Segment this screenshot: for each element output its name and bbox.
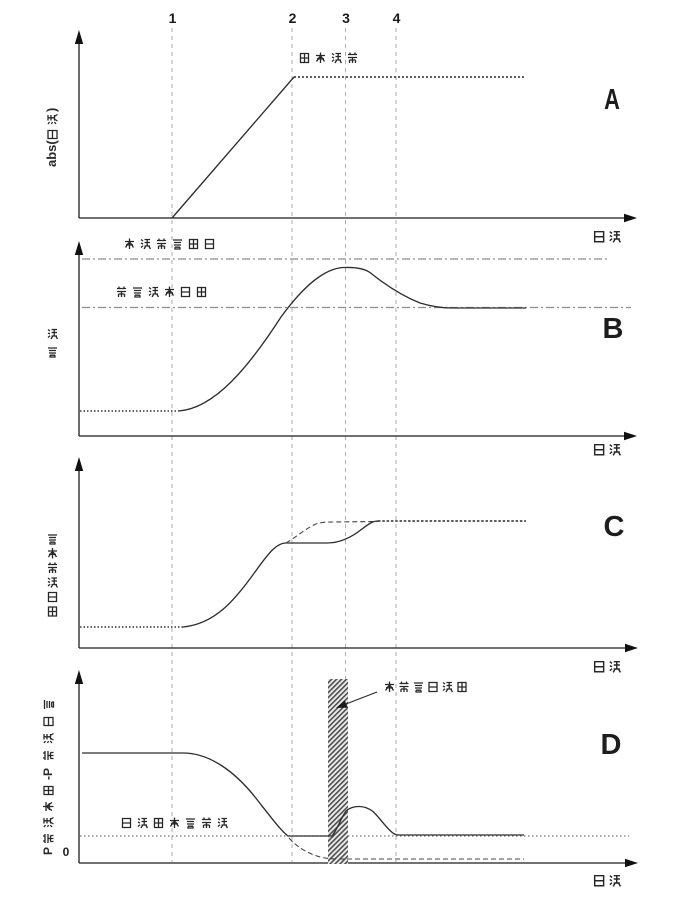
- svg-text:3: 3: [342, 10, 350, 26]
- svg-text:2: 2: [289, 10, 297, 26]
- svg-text:C: C: [604, 511, 625, 543]
- svg-text:1: 1: [169, 10, 177, 26]
- svg-text:0: 0: [63, 845, 70, 859]
- svg-text:P: P: [41, 847, 55, 855]
- svg-text:4: 4: [393, 10, 401, 26]
- svg-text:abs(: abs(: [44, 140, 59, 167]
- svg-text:B: B: [603, 313, 624, 345]
- svg-text:): ): [44, 108, 59, 112]
- svg-text:D: D: [601, 729, 622, 761]
- svg-text:A: A: [604, 84, 620, 116]
- svg-text:-P: -P: [41, 768, 55, 780]
